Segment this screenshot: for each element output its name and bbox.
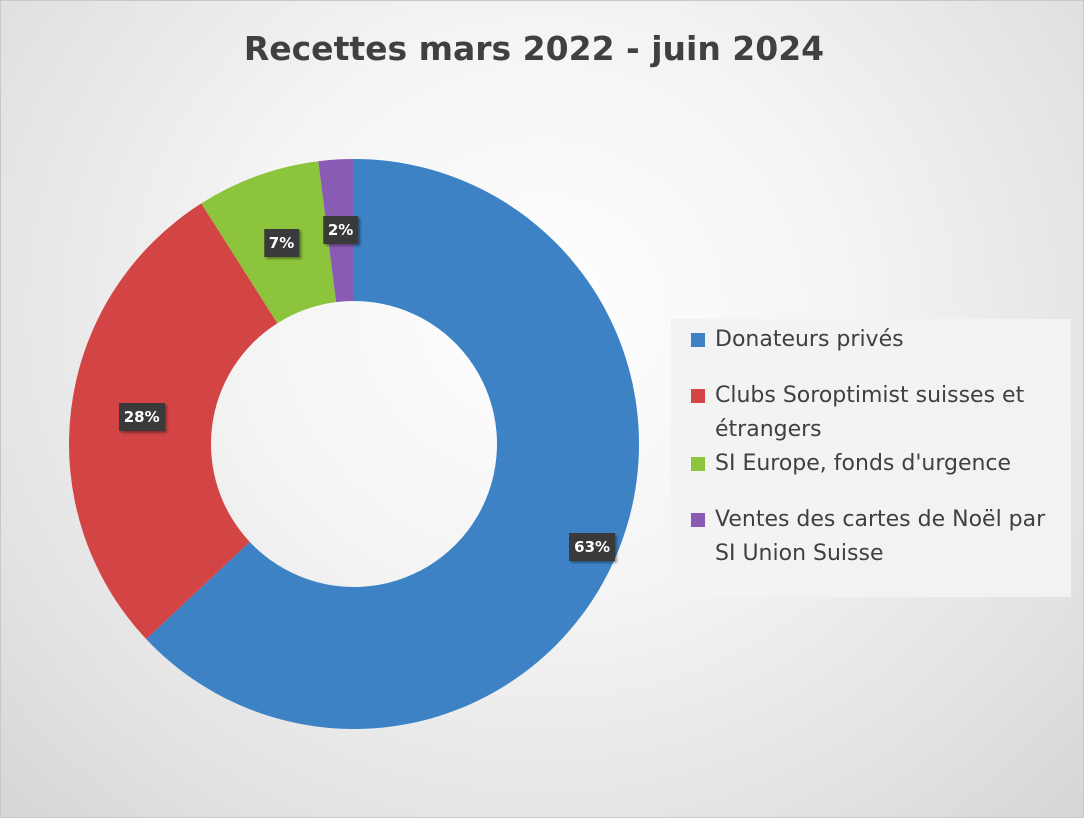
legend-item: Ventes des cartes de Noël par SI Union S…: [691, 503, 1071, 571]
donut-slice: [68, 203, 278, 640]
legend-label: Clubs Soroptimist suisses et étrangers: [715, 383, 1025, 442]
legend-label: SI Europe, fonds d'urgence: [715, 451, 1012, 476]
legend-label: Donateurs privés: [715, 327, 904, 352]
legend-label: Ventes des cartes de Noël par SI Union S…: [715, 507, 1046, 566]
donut-slice: [146, 159, 639, 729]
chart-title: Recettes mars 2022 - juin 2024: [243, 29, 825, 68]
data-label: 28%: [118, 403, 165, 432]
legend-item: Donateurs privés: [691, 323, 1071, 357]
legend-swatch: [691, 333, 705, 347]
legend: Donateurs privés Clubs Soroptimist suiss…: [671, 319, 1071, 597]
legend-item: SI Europe, fonds d'urgence: [691, 447, 1071, 481]
data-label: 7%: [263, 228, 300, 257]
legend-swatch: [691, 389, 705, 403]
legend-swatch: [691, 513, 705, 527]
data-label: 2%: [322, 216, 359, 245]
legend-swatch: [691, 457, 705, 471]
legend-item: Clubs Soroptimist suisses et étrangers: [691, 379, 1071, 447]
data-label: 63%: [569, 533, 616, 562]
